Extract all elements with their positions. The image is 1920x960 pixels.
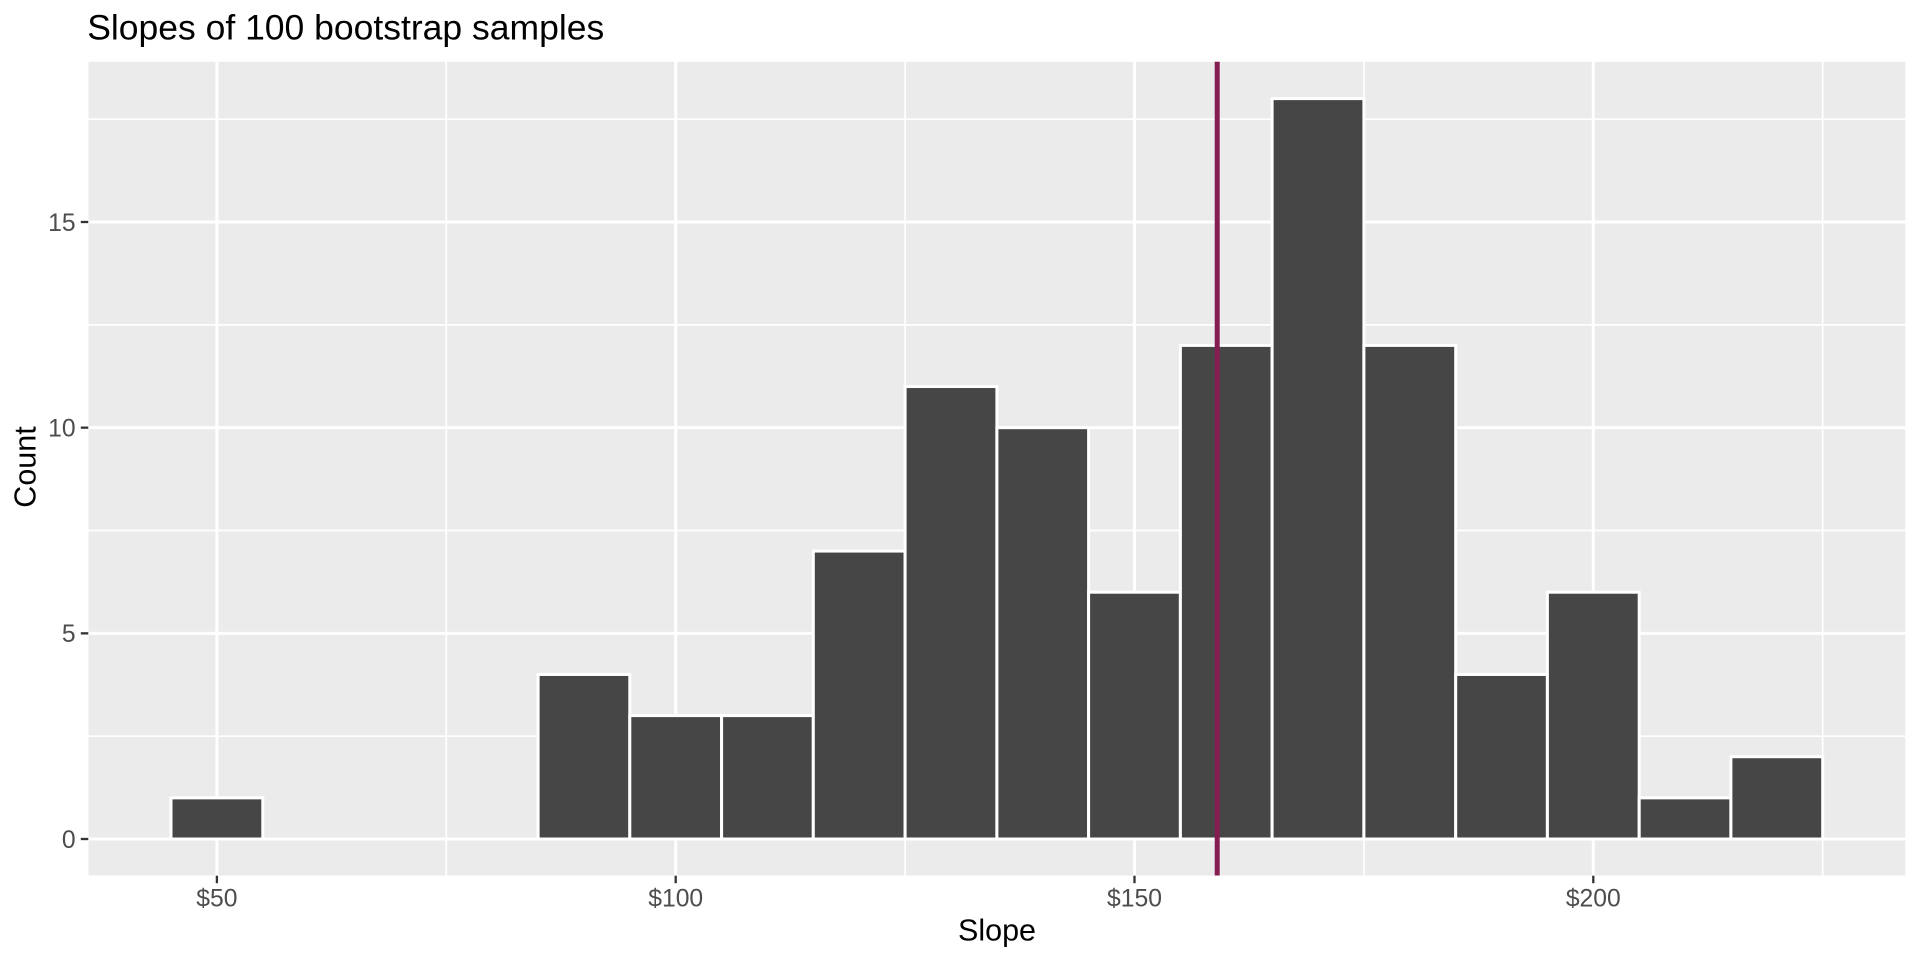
svg-text:15: 15 — [48, 210, 75, 237]
svg-text:$100: $100 — [648, 886, 703, 913]
svg-text:$150: $150 — [1107, 886, 1162, 913]
svg-text:$200: $200 — [1566, 886, 1621, 913]
svg-text:Slopes of 100 bootstrap sample: Slopes of 100 bootstrap samples — [87, 8, 604, 48]
svg-text:0: 0 — [62, 827, 76, 854]
svg-text:5: 5 — [62, 621, 76, 648]
svg-text:Count: Count — [9, 426, 43, 508]
svg-text:10: 10 — [48, 416, 75, 443]
svg-text:Slope: Slope — [958, 913, 1036, 947]
svg-text:$50: $50 — [196, 886, 237, 913]
